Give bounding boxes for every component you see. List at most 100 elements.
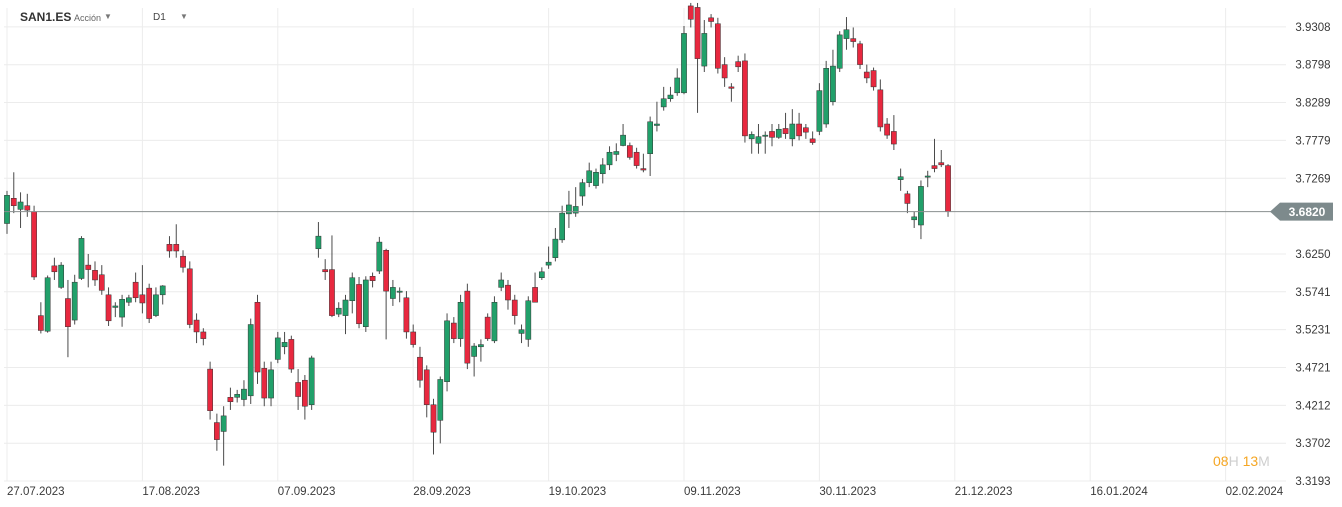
candle[interactable] — [10, 172, 17, 214]
candle[interactable] — [126, 294, 132, 306]
candle[interactable] — [897, 168, 904, 191]
candle[interactable] — [78, 236, 85, 280]
candle[interactable] — [674, 68, 681, 96]
candle[interactable] — [918, 180, 924, 240]
candle[interactable] — [572, 187, 579, 217]
candle[interactable] — [924, 170, 931, 188]
candle[interactable] — [891, 115, 897, 150]
candle[interactable] — [532, 272, 538, 303]
candle[interactable] — [241, 380, 247, 407]
candle[interactable] — [315, 222, 322, 258]
candle[interactable] — [173, 224, 180, 258]
candle[interactable] — [863, 64, 870, 84]
dropdown-caret-icon[interactable]: ▼ — [180, 12, 188, 21]
candle[interactable] — [362, 276, 369, 332]
symbol-label[interactable]: SAN1.ES — [20, 10, 72, 24]
candle[interactable] — [247, 318, 254, 404]
candle[interactable] — [687, 2, 694, 28]
candle[interactable] — [803, 124, 809, 139]
candle[interactable] — [180, 250, 186, 273]
candle[interactable] — [71, 274, 78, 325]
candle[interactable] — [606, 146, 613, 171]
candle[interactable] — [850, 27, 857, 48]
candle[interactable] — [214, 413, 220, 451]
candle[interactable] — [207, 361, 213, 420]
candle[interactable] — [694, 2, 701, 113]
candle[interactable] — [816, 83, 823, 136]
candle[interactable] — [200, 328, 207, 346]
candle[interactable] — [796, 112, 802, 141]
timeframe-selector[interactable]: D1 — [153, 12, 166, 23]
candle[interactable] — [715, 17, 721, 74]
candle[interactable] — [640, 153, 647, 173]
candle[interactable] — [857, 40, 863, 70]
candle[interactable] — [762, 131, 769, 154]
candle[interactable] — [146, 283, 153, 324]
candle[interactable] — [593, 168, 599, 189]
candle[interactable] — [708, 14, 714, 28]
candle[interactable] — [349, 272, 356, 314]
candle[interactable] — [4, 190, 10, 234]
candle[interactable] — [498, 272, 505, 292]
candle[interactable] — [647, 116, 653, 176]
candle[interactable] — [626, 142, 633, 160]
candle[interactable] — [112, 302, 119, 318]
candle[interactable] — [329, 235, 335, 318]
candle[interactable] — [904, 190, 911, 214]
candle[interactable] — [782, 112, 789, 139]
candle[interactable] — [789, 109, 796, 147]
candle[interactable] — [234, 389, 241, 403]
candle[interactable] — [166, 236, 173, 258]
candle[interactable] — [295, 369, 301, 410]
candle[interactable] — [728, 83, 735, 102]
candle[interactable] — [24, 193, 31, 217]
candle[interactable] — [132, 272, 139, 303]
candle[interactable] — [823, 60, 830, 128]
candle[interactable] — [742, 53, 748, 143]
candle[interactable] — [830, 49, 836, 106]
candle[interactable] — [599, 158, 606, 184]
candle[interactable] — [701, 20, 708, 73]
candle[interactable] — [464, 283, 471, 370]
candle[interactable] — [681, 25, 687, 95]
candle[interactable] — [884, 118, 890, 139]
candle[interactable] — [396, 287, 403, 303]
candle[interactable] — [755, 124, 762, 154]
candle[interactable] — [322, 259, 329, 280]
candle[interactable] — [268, 361, 274, 407]
candle[interactable] — [478, 339, 484, 362]
candle[interactable] — [945, 164, 951, 217]
candle[interactable] — [390, 279, 396, 306]
candle[interactable] — [660, 86, 667, 111]
candle[interactable] — [159, 285, 166, 305]
candle[interactable] — [58, 262, 65, 289]
candle[interactable] — [153, 287, 159, 318]
candle[interactable] — [288, 335, 295, 373]
candle[interactable] — [31, 205, 37, 280]
candle[interactable] — [186, 261, 193, 329]
candle[interactable] — [383, 248, 389, 340]
candle[interactable] — [437, 376, 444, 444]
candle[interactable] — [938, 149, 945, 168]
candle[interactable] — [51, 257, 58, 280]
candle[interactable] — [356, 276, 362, 329]
candle[interactable] — [491, 296, 498, 344]
candle[interactable] — [721, 57, 728, 87]
candle[interactable] — [525, 296, 532, 347]
candle[interactable] — [302, 375, 308, 420]
candle[interactable] — [654, 101, 660, 132]
candle[interactable] — [261, 361, 268, 407]
candle[interactable] — [809, 131, 816, 145]
candle[interactable] — [484, 313, 491, 341]
candle[interactable] — [227, 387, 234, 410]
candle[interactable] — [139, 265, 146, 314]
candle[interactable] — [417, 346, 423, 388]
candle[interactable] — [423, 365, 430, 418]
candle[interactable] — [552, 227, 559, 262]
candle[interactable] — [870, 67, 877, 91]
candle[interactable] — [511, 294, 518, 325]
candle[interactable] — [836, 31, 843, 73]
candle[interactable] — [444, 313, 450, 392]
candle[interactable] — [274, 331, 281, 364]
